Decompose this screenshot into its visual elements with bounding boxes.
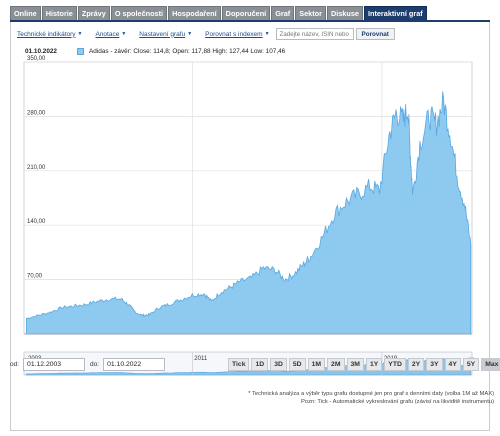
series-swatch — [77, 48, 84, 55]
technical-indicators-menu[interactable]: Technické indikátory ▼ — [17, 31, 82, 38]
from-date-input[interactable] — [23, 358, 86, 371]
tab-bar: Online Historie Zprávy O společnosti Hospoda… — [10, 6, 427, 20]
tab-diskuse[interactable]: Diskuse — [326, 6, 363, 20]
y-tick-label: 140,00 — [27, 219, 46, 225]
tab-zprávy[interactable]: Zprávy — [77, 6, 110, 20]
legend-text: Adidas - závěr: Close: 114,8; Open: 117,… — [89, 48, 286, 55]
tab-o-společnosti[interactable]: O společnosti — [110, 6, 168, 20]
date-range: od: do: — [10, 358, 170, 371]
zoom-button-5d[interactable]: 5D — [288, 358, 306, 371]
chart-toolbar: Technické indikátory ▼ Anotace ▼ Nastave… — [17, 28, 395, 40]
chart-legend: 01.10.2022 Adidas - závěr: Close: 114,8;… — [25, 48, 285, 55]
zoom-button-3d[interactable]: 3D — [270, 358, 287, 371]
chevron-down-icon: ▼ — [264, 31, 270, 37]
compare-index-menu[interactable]: Porovnat s indexem ▼ — [205, 31, 269, 38]
tab-graf[interactable]: Graf — [271, 6, 295, 20]
chevron-down-icon: ▼ — [121, 31, 127, 37]
legend-date: 01.10.2022 — [25, 48, 57, 55]
from-label: od: — [10, 361, 20, 368]
tab-underline — [10, 20, 490, 22]
chart-settings-label[interactable]: Nastavení grafu — [139, 30, 186, 38]
price-area-series[interactable] — [25, 91, 472, 335]
chevron-down-icon: ▼ — [187, 31, 193, 37]
zoom-button-2m[interactable]: 2M — [327, 358, 345, 371]
chevron-down-icon: ▼ — [77, 31, 83, 37]
zoom-button-1m[interactable]: 1M — [307, 358, 326, 371]
tab-historie[interactable]: Historie — [41, 6, 77, 20]
y-tick-label: 350,00 — [27, 56, 46, 62]
to-date-input[interactable] — [103, 358, 166, 371]
zoom-button-max[interactable]: Max — [481, 358, 500, 371]
annotation-menu[interactable]: Anotace ▼ — [95, 31, 126, 38]
footnotes: * Technická analýza a výběr typu grafu d… — [248, 390, 494, 406]
zoom-button-ytd[interactable]: YTD — [384, 358, 406, 371]
zoom-button-tick[interactable]: Tick — [228, 358, 250, 371]
tab-sektor[interactable]: Sektor — [295, 6, 326, 20]
tab-interaktivní-graf[interactable]: Interaktivní graf — [363, 6, 427, 20]
annotation-label[interactable]: Anotace — [95, 30, 120, 38]
y-tick-label: 70,00 — [27, 274, 43, 280]
chart-settings-menu[interactable]: Nastavení grafu ▼ — [139, 31, 192, 38]
symbol-search-input[interactable] — [275, 28, 354, 40]
footnote-technical: * Technická analýza a výběr typu grafu d… — [248, 391, 494, 397]
zoom-button-2y[interactable]: 2Y — [407, 358, 425, 371]
to-label: do: — [90, 361, 100, 368]
tab-doporučení[interactable]: Doporučení — [221, 6, 271, 20]
navigator-year-label: 2011 — [194, 356, 208, 362]
zoom-button-1d[interactable]: 1D — [251, 358, 269, 371]
y-tick-label: 210,00 — [27, 165, 46, 171]
technical-indicators-label[interactable]: Technické indikátory — [17, 30, 76, 38]
zoom-button-3y[interactable]: 3Y — [426, 358, 443, 371]
tab-hospodaření[interactable]: Hospodaření — [168, 6, 221, 20]
compare-button[interactable]: Porovnat — [355, 28, 395, 40]
zoom-button-3m[interactable]: 3M — [346, 358, 364, 371]
compare-index-label[interactable]: Porovnat s indexem — [205, 30, 263, 38]
zoom-button-4y[interactable]: 4Y — [444, 358, 461, 371]
zoom-button-5y[interactable]: 5Y — [462, 358, 480, 371]
tab-online[interactable]: Online — [10, 6, 41, 20]
zoom-buttons: Tick 1D 3D 5D 1M 2M 3M 1Y YTD 2Y 3Y 4Y 5Y Max — [228, 358, 500, 371]
y-tick-label: 280,00 — [27, 110, 46, 116]
zoom-button-1y[interactable]: 1Y — [365, 358, 383, 371]
footnote-tick: Pozn: Tick - Automatické vykreslování gr… — [301, 399, 494, 405]
